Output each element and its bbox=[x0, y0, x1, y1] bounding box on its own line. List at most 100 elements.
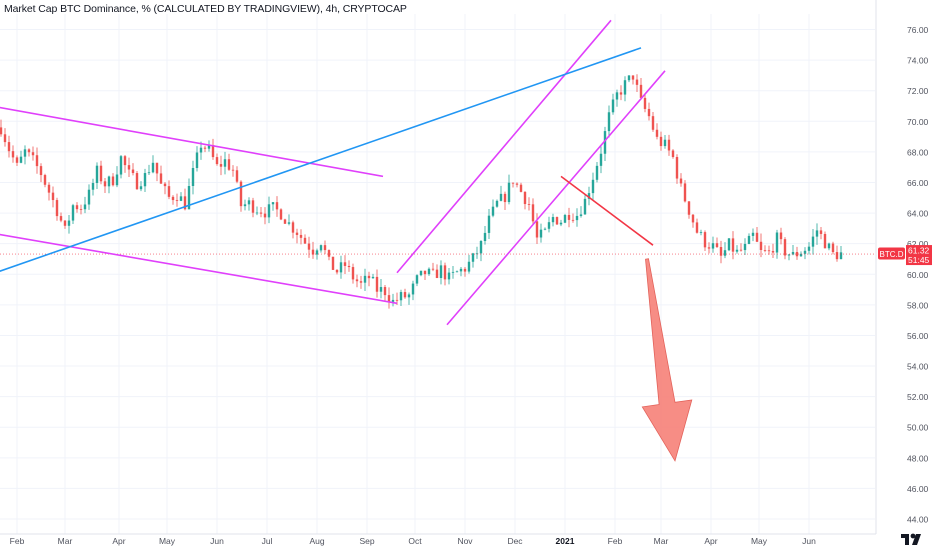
candle-body bbox=[255, 212, 259, 214]
candle-body bbox=[151, 162, 155, 173]
candle-body bbox=[235, 170, 239, 182]
x-tick-label: Mar bbox=[654, 536, 669, 546]
candle-body bbox=[359, 281, 363, 283]
candle-body bbox=[275, 202, 279, 210]
candle-body bbox=[535, 221, 539, 238]
candle-body bbox=[83, 204, 87, 210]
candle-body bbox=[707, 247, 711, 249]
y-tick-label: 54.00 bbox=[907, 362, 929, 372]
candle-body bbox=[803, 250, 807, 254]
candle-body bbox=[743, 243, 747, 251]
candle-body bbox=[155, 162, 159, 174]
candle-body bbox=[507, 182, 511, 203]
candle-body bbox=[23, 149, 27, 157]
candle-body bbox=[375, 276, 379, 292]
candle-body bbox=[323, 245, 327, 251]
candle-body bbox=[495, 200, 499, 207]
candle-body bbox=[831, 243, 835, 253]
candle-body bbox=[719, 247, 723, 256]
candle-body bbox=[43, 175, 47, 185]
candle-body bbox=[575, 215, 579, 221]
candle-body bbox=[127, 165, 131, 170]
candle-body bbox=[747, 235, 751, 244]
candle-body bbox=[59, 216, 63, 221]
candle-body bbox=[711, 243, 715, 249]
candle-body bbox=[619, 92, 623, 95]
symbol-tag-text: BTC.D bbox=[880, 250, 904, 259]
candle-body bbox=[7, 142, 11, 152]
candle-body bbox=[755, 232, 759, 242]
candle-body bbox=[339, 262, 343, 273]
candle-body bbox=[0, 127, 3, 135]
candle-body bbox=[635, 79, 639, 85]
candle-body bbox=[539, 229, 543, 238]
candle-body bbox=[715, 243, 719, 248]
trend-line bbox=[0, 106, 384, 178]
candle-body bbox=[791, 252, 795, 255]
candle-body bbox=[459, 268, 463, 272]
candle-body bbox=[195, 152, 199, 169]
candle-body bbox=[467, 261, 471, 272]
candles bbox=[0, 74, 843, 309]
candle-body bbox=[527, 204, 531, 205]
candle-body bbox=[435, 269, 439, 278]
candle-body bbox=[107, 176, 111, 187]
candle-body bbox=[559, 222, 563, 225]
candle-body bbox=[271, 202, 275, 205]
candle-body bbox=[327, 250, 331, 257]
candle-body bbox=[55, 200, 59, 217]
candle-body bbox=[19, 156, 23, 163]
candle-body bbox=[627, 75, 631, 81]
candle-body bbox=[519, 184, 523, 192]
candle-body bbox=[167, 186, 171, 197]
candle-body bbox=[67, 220, 71, 226]
candle-body bbox=[655, 129, 659, 137]
candle-body bbox=[511, 182, 515, 184]
candle-body bbox=[291, 222, 295, 233]
candle-body bbox=[283, 219, 287, 224]
candle-body bbox=[103, 181, 107, 187]
countdown-text: 51:45 bbox=[908, 255, 930, 265]
candle-body bbox=[723, 250, 727, 256]
x-tick-label: Sep bbox=[359, 536, 374, 546]
candle-body bbox=[131, 169, 135, 174]
candle-body bbox=[659, 136, 663, 147]
candle-body bbox=[695, 222, 699, 233]
trend-line bbox=[0, 233, 398, 305]
y-tick-label: 52.00 bbox=[907, 392, 929, 402]
candle-body bbox=[27, 149, 31, 153]
x-tick-label: Oct bbox=[408, 536, 422, 546]
x-tick-label: 2021 bbox=[556, 536, 575, 546]
candle-body bbox=[567, 214, 571, 220]
trend-line bbox=[0, 47, 642, 272]
candle-body bbox=[667, 139, 671, 151]
candle-body bbox=[371, 276, 375, 279]
candle-body bbox=[427, 268, 431, 275]
candle-body bbox=[179, 196, 183, 201]
candle-body bbox=[483, 232, 487, 241]
candle-body bbox=[287, 222, 291, 224]
candle-body bbox=[775, 232, 779, 253]
chart-title: Market Cap BTC Dominance, % (CALCULATED … bbox=[4, 3, 407, 15]
candle-body bbox=[239, 181, 243, 207]
candle-body bbox=[703, 232, 707, 248]
y-tick-label: 50.00 bbox=[907, 423, 929, 433]
candle-body bbox=[579, 214, 583, 216]
candle-body bbox=[819, 230, 823, 234]
candle-body bbox=[631, 75, 635, 80]
candle-body bbox=[251, 200, 255, 213]
candle-body bbox=[503, 193, 507, 203]
candle-body bbox=[247, 200, 251, 205]
candle-body bbox=[779, 232, 783, 240]
candle-body bbox=[35, 155, 39, 167]
candle-body bbox=[119, 156, 123, 175]
candle-body bbox=[767, 250, 771, 252]
candle-body bbox=[603, 131, 607, 154]
candle-body bbox=[795, 252, 799, 257]
candle-body bbox=[487, 215, 491, 233]
candle-body bbox=[311, 249, 315, 255]
drawings bbox=[0, 19, 666, 326]
candle-body bbox=[563, 214, 567, 223]
candle-body bbox=[691, 214, 695, 223]
